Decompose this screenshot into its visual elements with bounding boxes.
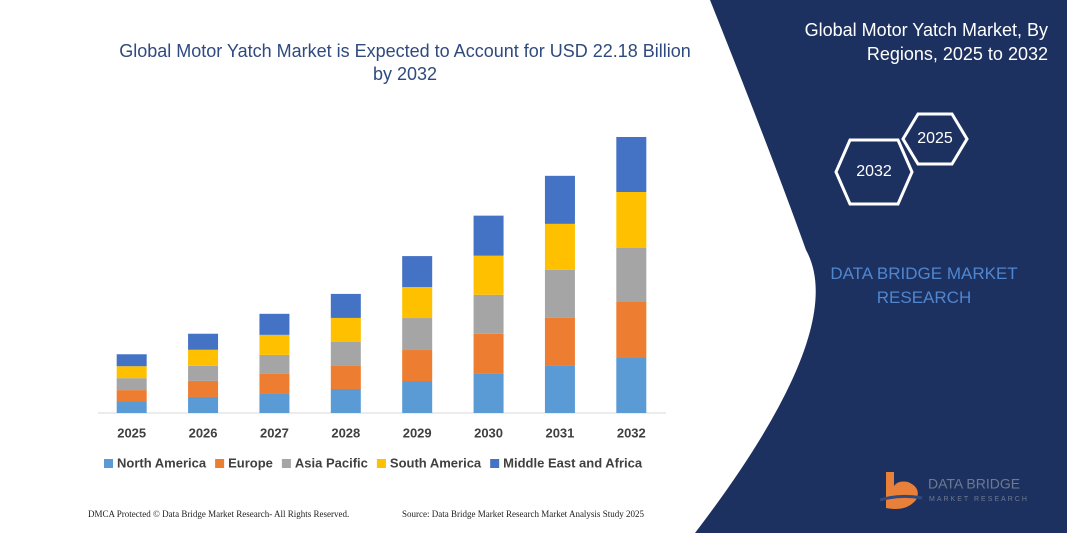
bar-segment [188,396,219,413]
bar-segment [544,223,575,270]
legend-label: Middle East and Africa [503,455,643,470]
legend-swatch [215,459,225,468]
logo-name: DATA BRIDGE [928,476,1020,492]
bar-segment [116,366,147,379]
footer-left: DMCA Protected © Data Bridge Market Rese… [88,509,349,519]
bar-segment [330,341,361,366]
x-tick-label: 2032 [617,425,646,440]
bar-segment [116,354,147,367]
bar-segment [473,255,504,295]
bar-segment [402,256,433,288]
bar-segment [402,350,433,382]
legend-swatch [104,459,113,468]
footer-right: Source: Data Bridge Market Research Mark… [402,509,644,519]
bar-segment [259,373,290,394]
bar-segment [188,349,219,366]
bar-segment [116,401,147,413]
logo-swoosh [879,494,923,502]
bar-segment [616,302,647,358]
side-panel [695,0,1067,533]
x-tick-label: 2028 [331,425,360,440]
bar-segment [544,269,575,318]
x-tick-label: 2025 [117,425,146,440]
legend-label: South America [390,455,482,470]
bar-segment [544,365,575,413]
legend-label: North America [117,455,207,470]
legend-swatch [490,459,500,468]
bar-segment [188,333,219,350]
hex-label: 2032 [856,163,892,180]
bar-segment [544,317,575,366]
legend-label: Asia Pacific [295,455,368,470]
bar-segment [616,357,647,413]
bar-segment [116,390,147,402]
bar-segment [330,365,361,389]
brand-text: DATA BRIDGE MARKET RESEARCH [830,264,1018,307]
x-tick-label: 2030 [474,425,503,440]
bar-segment [116,378,147,391]
x-tick-label: 2029 [403,425,432,440]
bar-segment [616,137,647,193]
bar-segment [616,192,647,248]
x-tick-label: 2027 [260,425,289,440]
hexagon [901,112,969,166]
panel-title: Global Motor Yatch Market, By Regions, 2… [804,20,1048,64]
bar-segment [259,393,290,413]
bar-segment [259,354,290,374]
bar-segment [259,334,290,355]
legend-label: Europe [228,455,273,470]
bar-segment [402,381,433,413]
legend-swatch [376,459,386,468]
bar-segment [473,215,504,256]
bar-segment [330,317,361,342]
bar-segment [473,333,504,374]
logo-icon [886,472,918,509]
bar-segment [473,294,504,334]
hex-label: 2025 [917,130,953,147]
bar-segment [188,365,219,381]
legend-swatch [281,459,291,468]
bar-segment [259,313,290,335]
x-tick-label: 2031 [545,425,574,440]
bar-segment [188,380,219,397]
bar-segment [330,388,361,413]
bar-segment [402,287,433,319]
bar-segment [330,293,361,318]
bar-segment [402,318,433,351]
logo: DATA BRIDGE MARKET RESEARCH [879,472,1029,509]
hexagon [834,138,914,206]
bar-segment [544,175,575,224]
chart-title: Global Motor Yatch Market is Expected to… [119,41,691,84]
bar-segment [616,247,647,303]
x-tick-label: 2026 [189,425,218,440]
logo-tagline: MARKET RESEARCH [929,496,1029,503]
bar-segment [473,373,504,413]
